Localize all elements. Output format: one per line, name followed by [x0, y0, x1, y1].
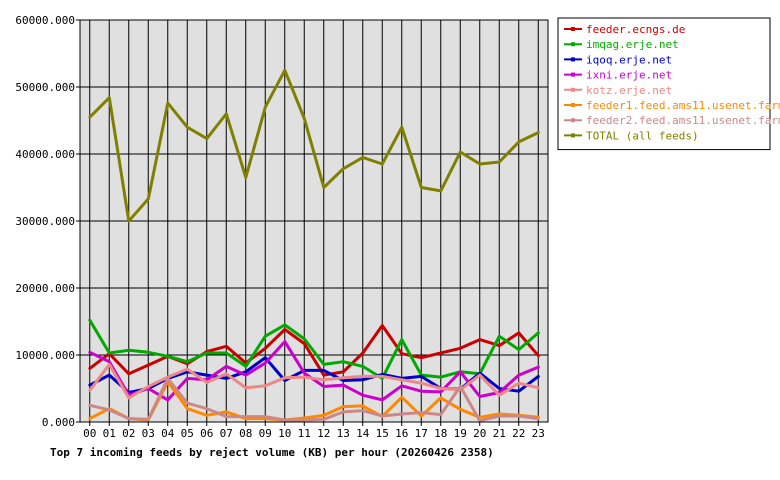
y-tick-label: 10000.000	[15, 349, 75, 362]
legend-marker	[571, 133, 575, 138]
y-tick-label: 60000.000	[15, 14, 75, 27]
x-tick-label: 05	[181, 427, 194, 440]
x-tick-label: 02	[122, 427, 135, 440]
series-line-8	[88, 68, 540, 223]
x-tick-label: 19	[454, 427, 467, 440]
x-tick-label: 20	[473, 427, 486, 440]
y-tick-label: 30000.000	[15, 215, 75, 228]
x-tick-label: 09	[259, 427, 272, 440]
series-line-7	[88, 376, 540, 423]
x-tick-label: 21	[493, 427, 506, 440]
x-tick-label: 16	[395, 427, 408, 440]
y-tick-label: 40000.000	[15, 148, 75, 161]
x-tick-label: 03	[142, 427, 155, 440]
x-tick-label: 10	[278, 427, 291, 440]
x-tick-label: 07	[220, 427, 233, 440]
x-tick-label: 06	[200, 427, 213, 440]
legend-label: feeder1.feed.ams11.usenet.farm	[586, 99, 780, 112]
x-tick-label: 23	[532, 427, 545, 440]
y-axis-ticks: 0.000 10000.000 20000.000 30000.000 40000.00…	[15, 14, 80, 429]
series-line-2	[88, 318, 540, 380]
legend-marker	[571, 118, 575, 123]
y-tick-label: 0.000	[42, 416, 75, 429]
legend-label: iqoq.erje.net	[586, 53, 672, 66]
series-lines	[88, 68, 540, 423]
plot-border	[79, 19, 549, 423]
x-tick-label: 17	[415, 427, 428, 440]
legend-label: feeder2.feed.ams11.usenet.farm	[586, 114, 780, 127]
legend-label: TOTAL (all feeds)	[586, 129, 699, 142]
series-line-1	[88, 324, 540, 377]
x-tick-label: 13	[337, 427, 350, 440]
x-tick-label: 04	[161, 427, 175, 440]
x-tick-label: 18	[434, 427, 447, 440]
legend-marker	[571, 87, 575, 92]
x-axis-ticks: 00 01 02 03 04 05 06 07 08 09 10 11 12 13 14 15 16 17 18 19…	[83, 422, 545, 440]
y-tick-label: 50000.000	[15, 81, 75, 94]
legend-label: ixni.erje.net	[586, 69, 672, 82]
legend-marker	[571, 27, 575, 31]
x-tick-label: 12	[317, 427, 330, 440]
chart-title: Top 7 incoming feeds by reject volume (K…	[50, 446, 494, 459]
x-tick-label: 01	[103, 427, 116, 440]
y-tick-label: 20000.000	[15, 282, 75, 295]
x-tick-label: 14	[356, 427, 370, 440]
legend-label: imqag.erje.net	[586, 38, 679, 51]
x-tick-label: 00	[83, 427, 96, 440]
legend-marker	[571, 42, 575, 47]
x-tick-label: 11	[298, 427, 311, 440]
series-line-5	[88, 362, 540, 400]
x-tick-label: 15	[376, 427, 389, 440]
legend-label: feeder.ecngs.de	[586, 23, 685, 36]
x-tick-label: 08	[239, 427, 252, 440]
x-tick-label: 22	[512, 427, 525, 440]
legend-marker	[571, 57, 575, 62]
legend-marker	[571, 103, 575, 107]
legend: feeder.ecngs.de imqag.erje.net iqoq.erje.n…	[557, 17, 780, 151]
legend-label: kotz.erje.net	[586, 84, 672, 97]
legend-marker	[571, 72, 575, 77]
legend-box	[557, 17, 771, 151]
